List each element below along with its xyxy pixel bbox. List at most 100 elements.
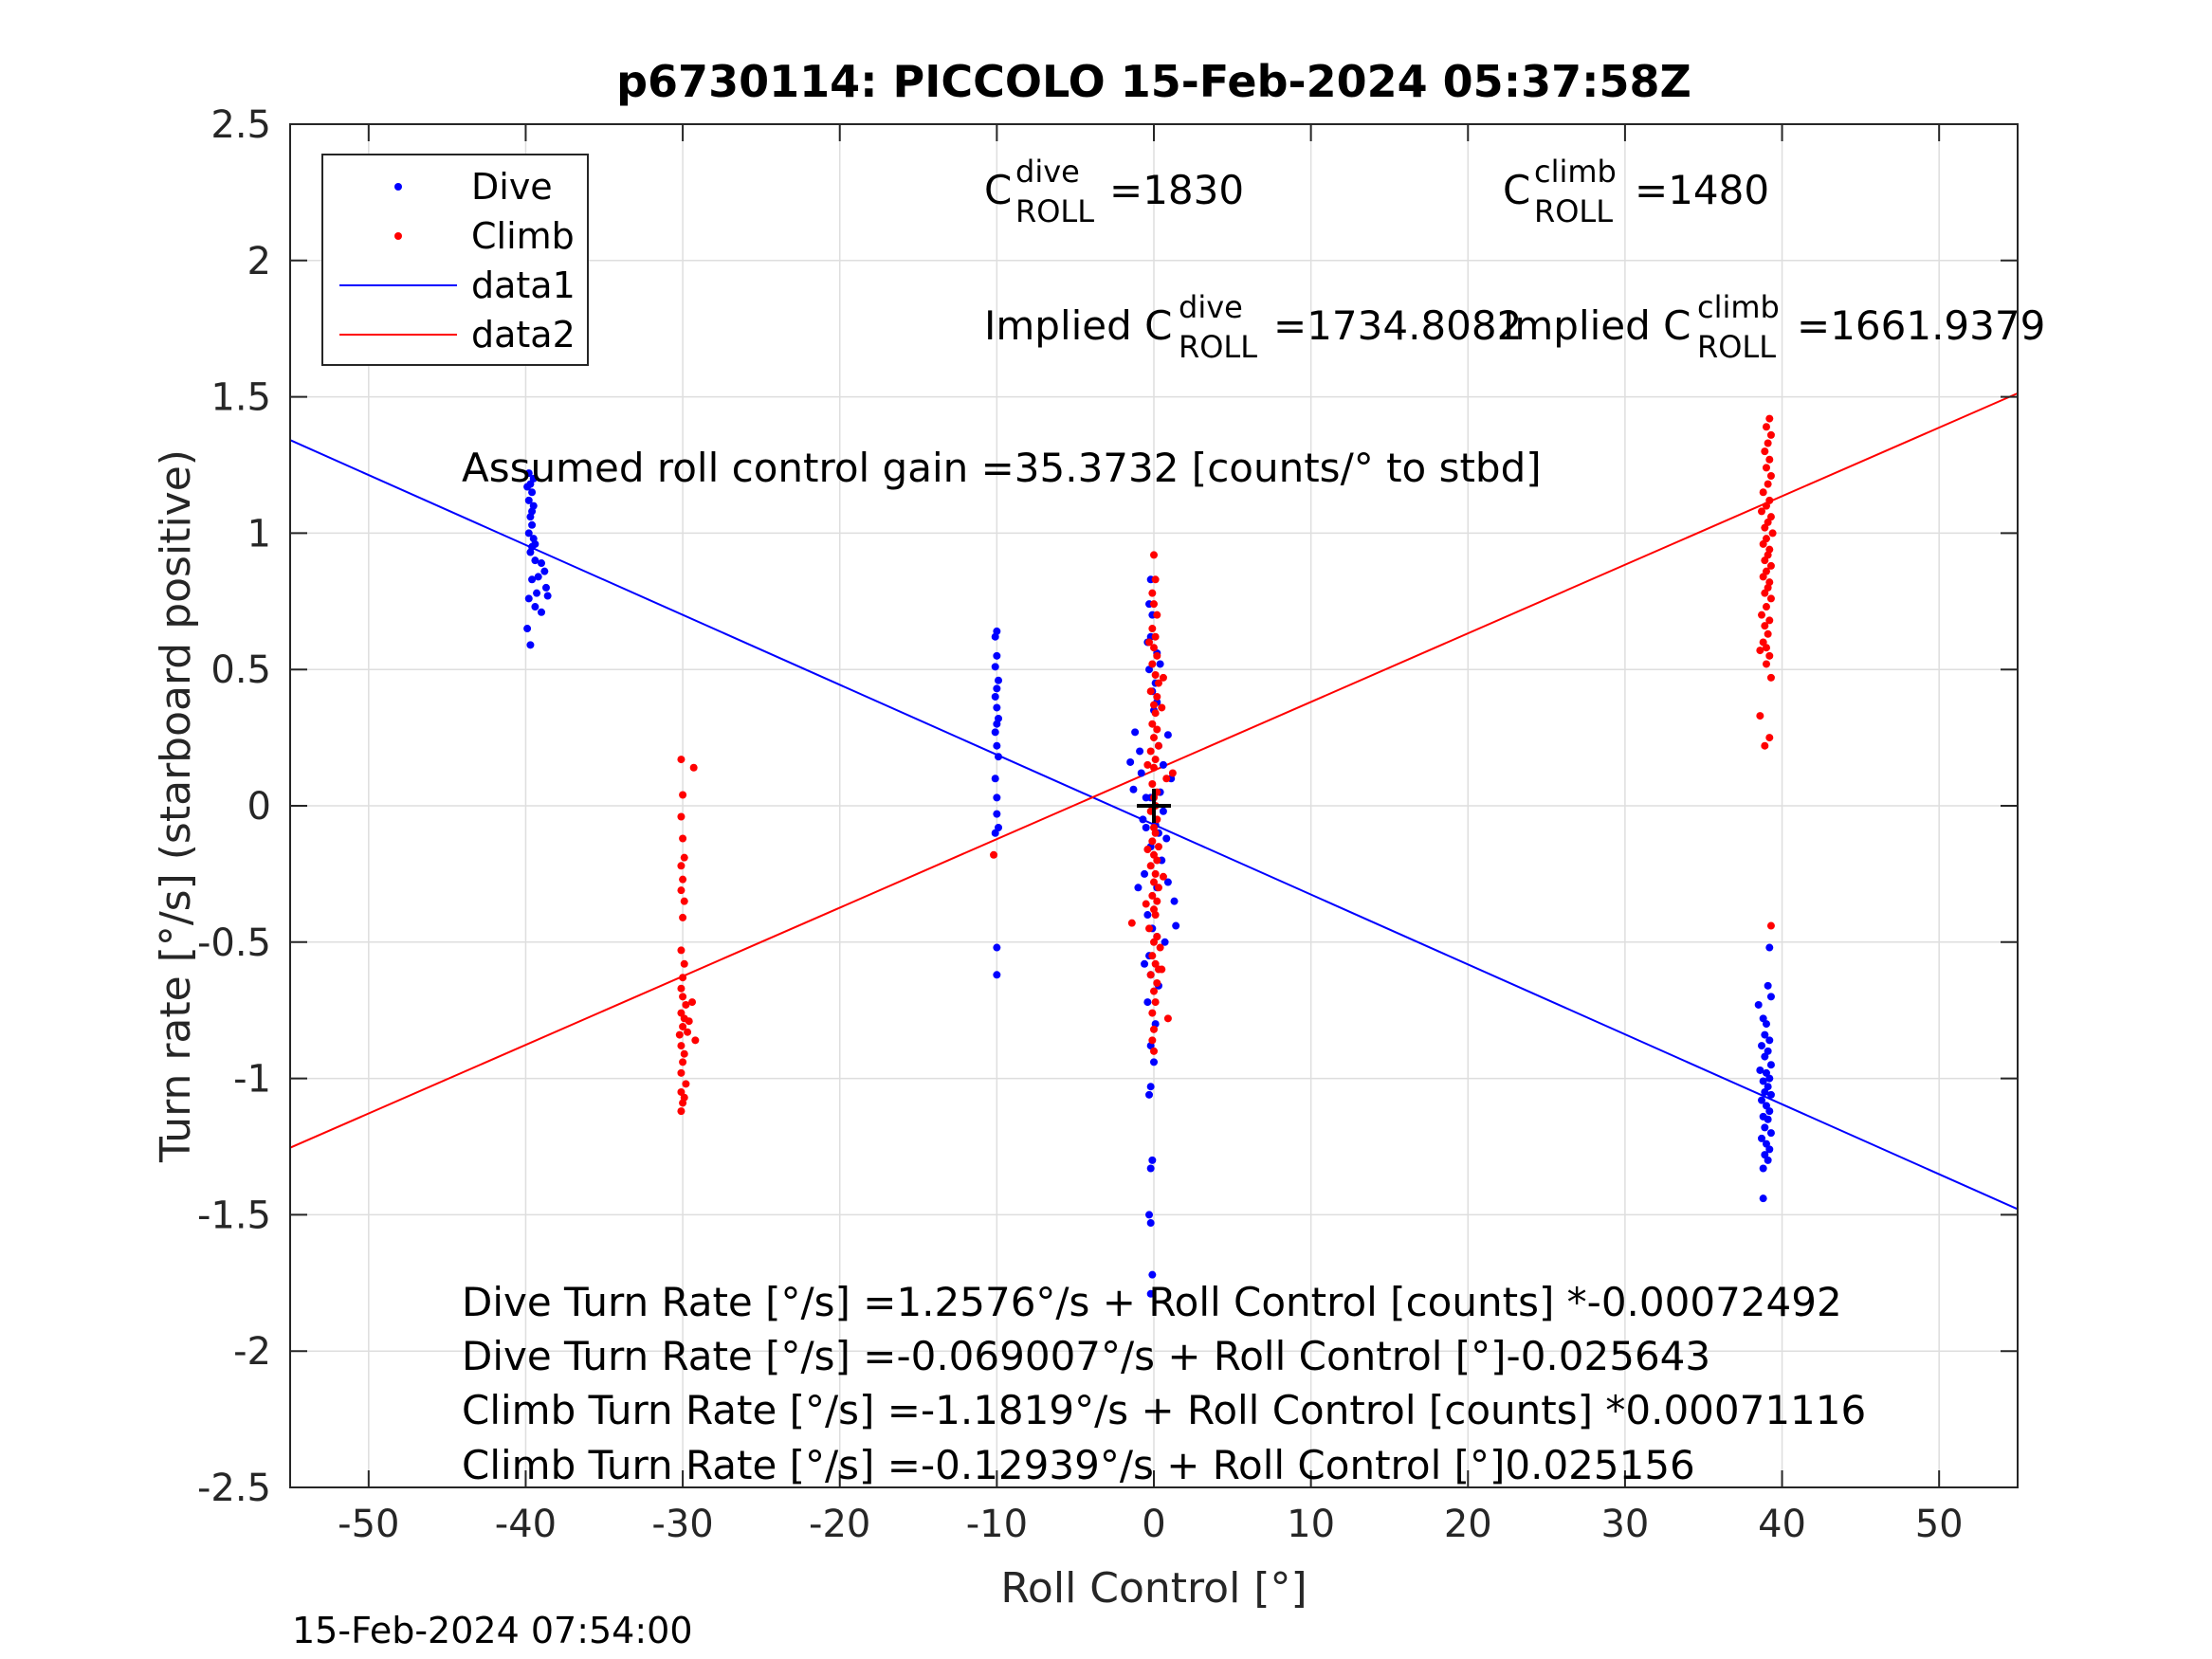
climb-point: [677, 862, 686, 870]
climb-point: [1148, 779, 1157, 788]
climb-point: [1148, 891, 1157, 900]
c-dive-annotation: C dive ROLL =1830: [984, 154, 1244, 229]
climb-point: [1766, 561, 1775, 570]
dive-point: [1765, 1107, 1774, 1116]
climb-point: [1762, 660, 1770, 668]
dive-point: [1761, 1052, 1769, 1061]
chart-title: p6730114: PICCOLO 15-Feb-2024 05:37:58Z: [616, 56, 1691, 107]
dive-point: [526, 641, 535, 649]
climb-point: [1761, 556, 1769, 565]
climb-point: [1765, 414, 1774, 423]
climb-point: [677, 984, 686, 993]
climb-point: [1761, 523, 1769, 532]
dive-point: [1148, 1270, 1157, 1279]
climb-point: [1151, 756, 1160, 764]
climb-point: [1146, 687, 1155, 696]
dive-point: [991, 692, 999, 701]
climb-point: [1151, 575, 1160, 584]
climb-point: [1154, 741, 1162, 750]
climb-point: [1148, 1036, 1157, 1045]
climb-point: [1766, 921, 1775, 930]
dive-point: [533, 589, 541, 597]
climb-point: [1146, 747, 1155, 756]
dive-point: [528, 507, 537, 516]
y-tick-label: 0.5: [210, 648, 271, 692]
climb-point: [1756, 712, 1764, 720]
x-tick-label: -30: [651, 1503, 713, 1546]
dive-point: [1146, 1219, 1155, 1228]
y-tick-label: -2: [233, 1330, 271, 1374]
climb-point: [1759, 573, 1767, 581]
climb-point: [677, 1107, 686, 1116]
dive-point: [523, 625, 532, 633]
dive-point: [1759, 1077, 1767, 1085]
climb-point: [1762, 603, 1770, 611]
dive-point: [524, 529, 533, 538]
dive-point: [1136, 747, 1144, 756]
implied-climb-sup: climb: [1697, 289, 1780, 325]
climb-point: [1758, 507, 1766, 516]
c-dive-base: C: [984, 167, 1012, 213]
dive-point: [1766, 993, 1775, 1001]
x-tick-label: 10: [1287, 1503, 1335, 1546]
dive-point: [543, 592, 552, 600]
climb-point: [1148, 1009, 1157, 1017]
x-tick-label: 20: [1444, 1503, 1492, 1546]
dive-point: [1764, 1115, 1772, 1123]
x-tick-label: 30: [1600, 1503, 1649, 1546]
dive-point: [993, 684, 1001, 693]
climb-point: [1762, 464, 1770, 472]
climb-point: [1151, 632, 1160, 641]
dive-point: [1759, 1194, 1767, 1203]
climb-point: [1143, 846, 1152, 854]
climb-point: [1153, 897, 1161, 905]
dive-point: [524, 496, 533, 504]
y-tick-label: -1.5: [197, 1194, 271, 1237]
dive-point: [1761, 1087, 1769, 1096]
climb-point: [679, 834, 687, 843]
implied-climb-prefix: Implied C: [1503, 302, 1691, 349]
y-tick-label: 1: [247, 512, 271, 556]
implied-dive-sup: dive: [1179, 289, 1243, 325]
scatter-points: [523, 414, 1777, 1298]
dive-point: [538, 608, 546, 616]
dive-point: [1159, 760, 1167, 769]
equation-2: Dive Turn Rate [°/s] =-0.069007°/s + Rol…: [462, 1333, 1710, 1379]
dive-point: [1761, 1030, 1769, 1039]
y-tick-label: -0.5: [197, 921, 271, 965]
gain-annotation: Assumed roll control gain =35.3732 [coun…: [462, 445, 1542, 491]
climb-point: [1151, 911, 1160, 920]
dive-point: [1765, 1074, 1774, 1083]
dive-point: [528, 488, 537, 497]
climb-point: [1142, 900, 1150, 908]
dive-point: [1758, 1134, 1766, 1142]
x-tick-label: -50: [338, 1503, 399, 1546]
climb-point: [1150, 600, 1158, 609]
dive-point: [1766, 1061, 1775, 1069]
climb-point: [1761, 741, 1769, 750]
dive-point: [1170, 897, 1179, 905]
climb-point: [1158, 965, 1166, 974]
climb-point: [677, 756, 686, 764]
climb-point: [1765, 651, 1774, 660]
climb-point: [680, 897, 688, 905]
climb-point: [1151, 709, 1160, 718]
climb-point: [1764, 480, 1772, 488]
c-climb-sub: ROLL: [1534, 193, 1613, 229]
dive-point: [995, 753, 1003, 761]
dive-point: [1765, 943, 1774, 952]
x-tick-label: 50: [1915, 1503, 1964, 1546]
dive-point: [1754, 1000, 1763, 1009]
dive-point: [1765, 1145, 1774, 1154]
dive-point: [540, 567, 549, 575]
climb-point: [1766, 673, 1775, 682]
climb-point: [1150, 878, 1158, 886]
climb-point: [1153, 856, 1161, 865]
climb-point: [1150, 734, 1158, 742]
climb-point: [679, 913, 687, 921]
climb-point: [1162, 775, 1171, 783]
dive-point: [1758, 1042, 1766, 1050]
legend-data2-label: data2: [471, 314, 576, 356]
climb-point: [1758, 611, 1766, 619]
dive-point: [531, 603, 539, 611]
